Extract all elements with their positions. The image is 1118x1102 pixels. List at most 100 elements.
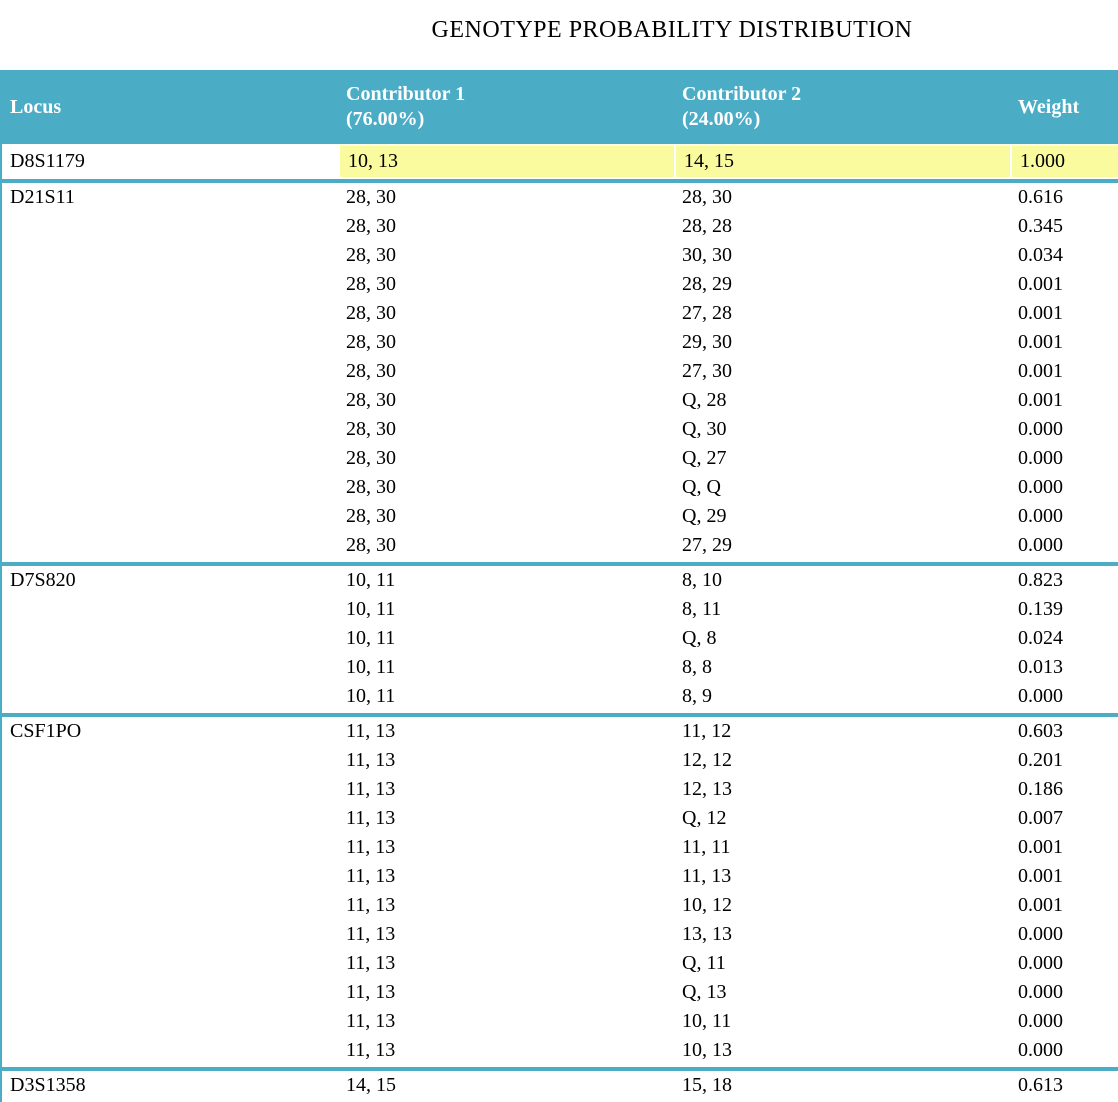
weight-cell: 0.000 [1010, 682, 1118, 713]
weight-cell: 0.001 [1018, 331, 1063, 353]
weight-cell: 0.001 [1018, 865, 1063, 887]
genotype-row: 28, 30 Q, 30 0.000 [2, 415, 1118, 444]
genotype-row: 28, 30 27, 28 0.001 [2, 299, 1118, 328]
locus-cell [2, 357, 338, 386]
genotype-row: D7S820 10, 11 8, 10 0.823 [2, 562, 1118, 595]
contributor2-genotype-cell: 8, 9 [674, 682, 1010, 713]
contributor2-genotype-cell: 11, 11 [682, 836, 731, 858]
contributor1-genotype-cell: 28, 30 [346, 447, 396, 469]
weight-cell: 0.823 [1010, 562, 1118, 595]
locus-cell: D21S11 [2, 179, 338, 212]
col-header-contributor1: Contributor 1 (76.00%) [338, 70, 674, 144]
locus-cell [2, 624, 338, 653]
contributor1-label: Contributor 1 [346, 83, 466, 105]
genotype-row: 11, 13 10, 12 0.001 [2, 891, 1118, 920]
locus-cell: D3S1358 [2, 1067, 338, 1102]
contributor2-genotype-cell: 10, 11 [682, 1010, 732, 1032]
weight-cell: 0.613 [1010, 1067, 1118, 1102]
locus-cell [2, 949, 338, 978]
contributor1-genotype-cell: 11, 13 [346, 778, 396, 800]
locus-cell [2, 920, 338, 949]
contributor1-genotype-cell: 11, 13 [346, 836, 396, 858]
genotype-row: 28, 30 27, 30 0.001 [2, 357, 1118, 386]
genotype-row: 28, 30 28, 28 0.345 [2, 212, 1118, 241]
contributor2-genotype-cell: 28, 28 [682, 215, 732, 237]
weight-cell: 0.000 [1010, 531, 1118, 562]
table-header: Locus Contributor 1 (76.00%) Contributor… [2, 70, 1118, 144]
contributor1-genotype-cell: 28, 30 [346, 302, 396, 324]
locus-cell [2, 653, 338, 682]
genotype-row: 11, 13 Q, 12 0.007 [2, 804, 1118, 833]
weight-cell: 0.000 [1010, 1036, 1118, 1067]
locus-cell [2, 862, 338, 891]
genotype-row: CSF1PO 11, 13 11, 12 0.603 [2, 713, 1118, 746]
locus-cell [2, 473, 338, 502]
contributor2-genotype-cell: 30, 30 [682, 244, 732, 266]
weight-cell: 0.001 [1018, 273, 1063, 295]
contributor1-genotype-cell: 11, 13 [338, 1036, 674, 1067]
contributor1-genotype-cell: 11, 13 [346, 894, 396, 916]
locus-cell [2, 1007, 338, 1036]
locus-cell [2, 978, 338, 1007]
weight-cell: 0.034 [1018, 244, 1063, 266]
genotype-row: 28, 30 Q, 29 0.000 [2, 502, 1118, 531]
contributor2-genotype-cell: 13, 13 [682, 923, 732, 945]
contributor1-genotype-cell: 10, 11 [346, 627, 396, 649]
contributor1-genotype-cell: 11, 13 [346, 865, 396, 887]
contributor1-genotype-cell: 28, 30 [346, 418, 396, 440]
locus-cell: CSF1PO [2, 713, 338, 746]
genotype-row: D3S1358 14, 15 15, 18 0.613 [2, 1067, 1118, 1102]
contributor1-genotype-cell: 10, 11 [346, 656, 396, 678]
weight-cell: 0.616 [1010, 179, 1118, 212]
contributor1-genotype-cell: 28, 30 [346, 331, 396, 353]
contributor1-genotype-cell: 10, 11 [338, 682, 674, 713]
locus-section-d8s1179: D8S1179 10, 13 14, 15 1.000 [2, 144, 1118, 179]
contributor1-genotype-cell: 10, 11 [338, 562, 674, 595]
contributor1-genotype-cell: 11, 13 [346, 749, 396, 771]
contributor1-genotype-cell: 28, 30 [346, 360, 396, 382]
locus-cell [2, 804, 338, 833]
genotype-row: 11, 13 12, 13 0.186 [2, 775, 1118, 804]
genotype-row: 28, 30 Q, 28 0.001 [2, 386, 1118, 415]
genotype-row: 28, 30 29, 30 0.001 [2, 328, 1118, 357]
locus-section-d3s1358: D3S1358 14, 15 15, 18 0.613 [2, 1067, 1118, 1102]
contributor2-genotype-cell: 12, 12 [682, 749, 732, 771]
weight-cell: 0.001 [1018, 360, 1063, 382]
contributor2-genotype-cell: 14, 15 [674, 144, 1010, 179]
locus-cell: D7S820 [2, 562, 338, 595]
genotype-row: D8S1179 10, 13 14, 15 1.000 [2, 144, 1118, 179]
genotype-row: 11, 13 Q, 13 0.000 [2, 978, 1118, 1007]
col-header-locus: Locus [2, 70, 338, 144]
locus-cell [2, 775, 338, 804]
contributor2-genotype-cell: 28, 29 [682, 273, 732, 295]
weight-cell: 0.000 [1018, 476, 1063, 498]
weight-cell: 0.007 [1018, 807, 1063, 829]
locus-cell [2, 833, 338, 862]
locus-section-csf1po: CSF1PO 11, 13 11, 12 0.603 11, 13 12, 12 0.201… [2, 713, 1118, 1067]
genotype-row: 28, 30 27, 29 0.000 [2, 531, 1118, 562]
contributor2-genotype-cell: 8, 8 [682, 656, 712, 678]
contributor2-genotype-cell: Q, 29 [682, 505, 727, 527]
locus-cell [2, 531, 338, 562]
contributor2-genotype-cell: 28, 30 [674, 179, 1010, 212]
genotype-row: D21S11 28, 30 28, 30 0.616 [2, 179, 1118, 212]
contributor1-genotype-cell: 28, 30 [346, 244, 396, 266]
genotype-row: 10, 11 8, 8 0.013 [2, 653, 1118, 682]
contributor1-genotype-cell: 28, 30 [346, 505, 396, 527]
contributor1-percentage: (76.00%) [346, 108, 425, 130]
contributor2-genotype-cell: Q, 30 [682, 418, 727, 440]
contributor2-genotype-cell: Q, 27 [682, 447, 727, 469]
contributor1-genotype-cell: 28, 30 [346, 215, 396, 237]
weight-cell: 0.000 [1018, 981, 1063, 1003]
contributor2-genotype-cell: 10, 13 [674, 1036, 1010, 1067]
locus-cell [2, 682, 338, 713]
weight-cell: 0.000 [1018, 447, 1063, 469]
genotype-row: 28, 30 Q, 27 0.000 [2, 444, 1118, 473]
contributor2-genotype-cell: Q, Q [682, 476, 721, 498]
contributor1-genotype-cell: 10, 13 [338, 144, 674, 179]
contributor2-genotype-cell: 10, 12 [682, 894, 732, 916]
genotype-row: 10, 11 8, 9 0.000 [2, 682, 1118, 713]
contributor2-genotype-cell: 15, 18 [674, 1067, 1010, 1102]
contributor2-genotype-cell: 11, 12 [674, 713, 1010, 746]
contributor1-genotype-cell: 11, 13 [338, 713, 674, 746]
